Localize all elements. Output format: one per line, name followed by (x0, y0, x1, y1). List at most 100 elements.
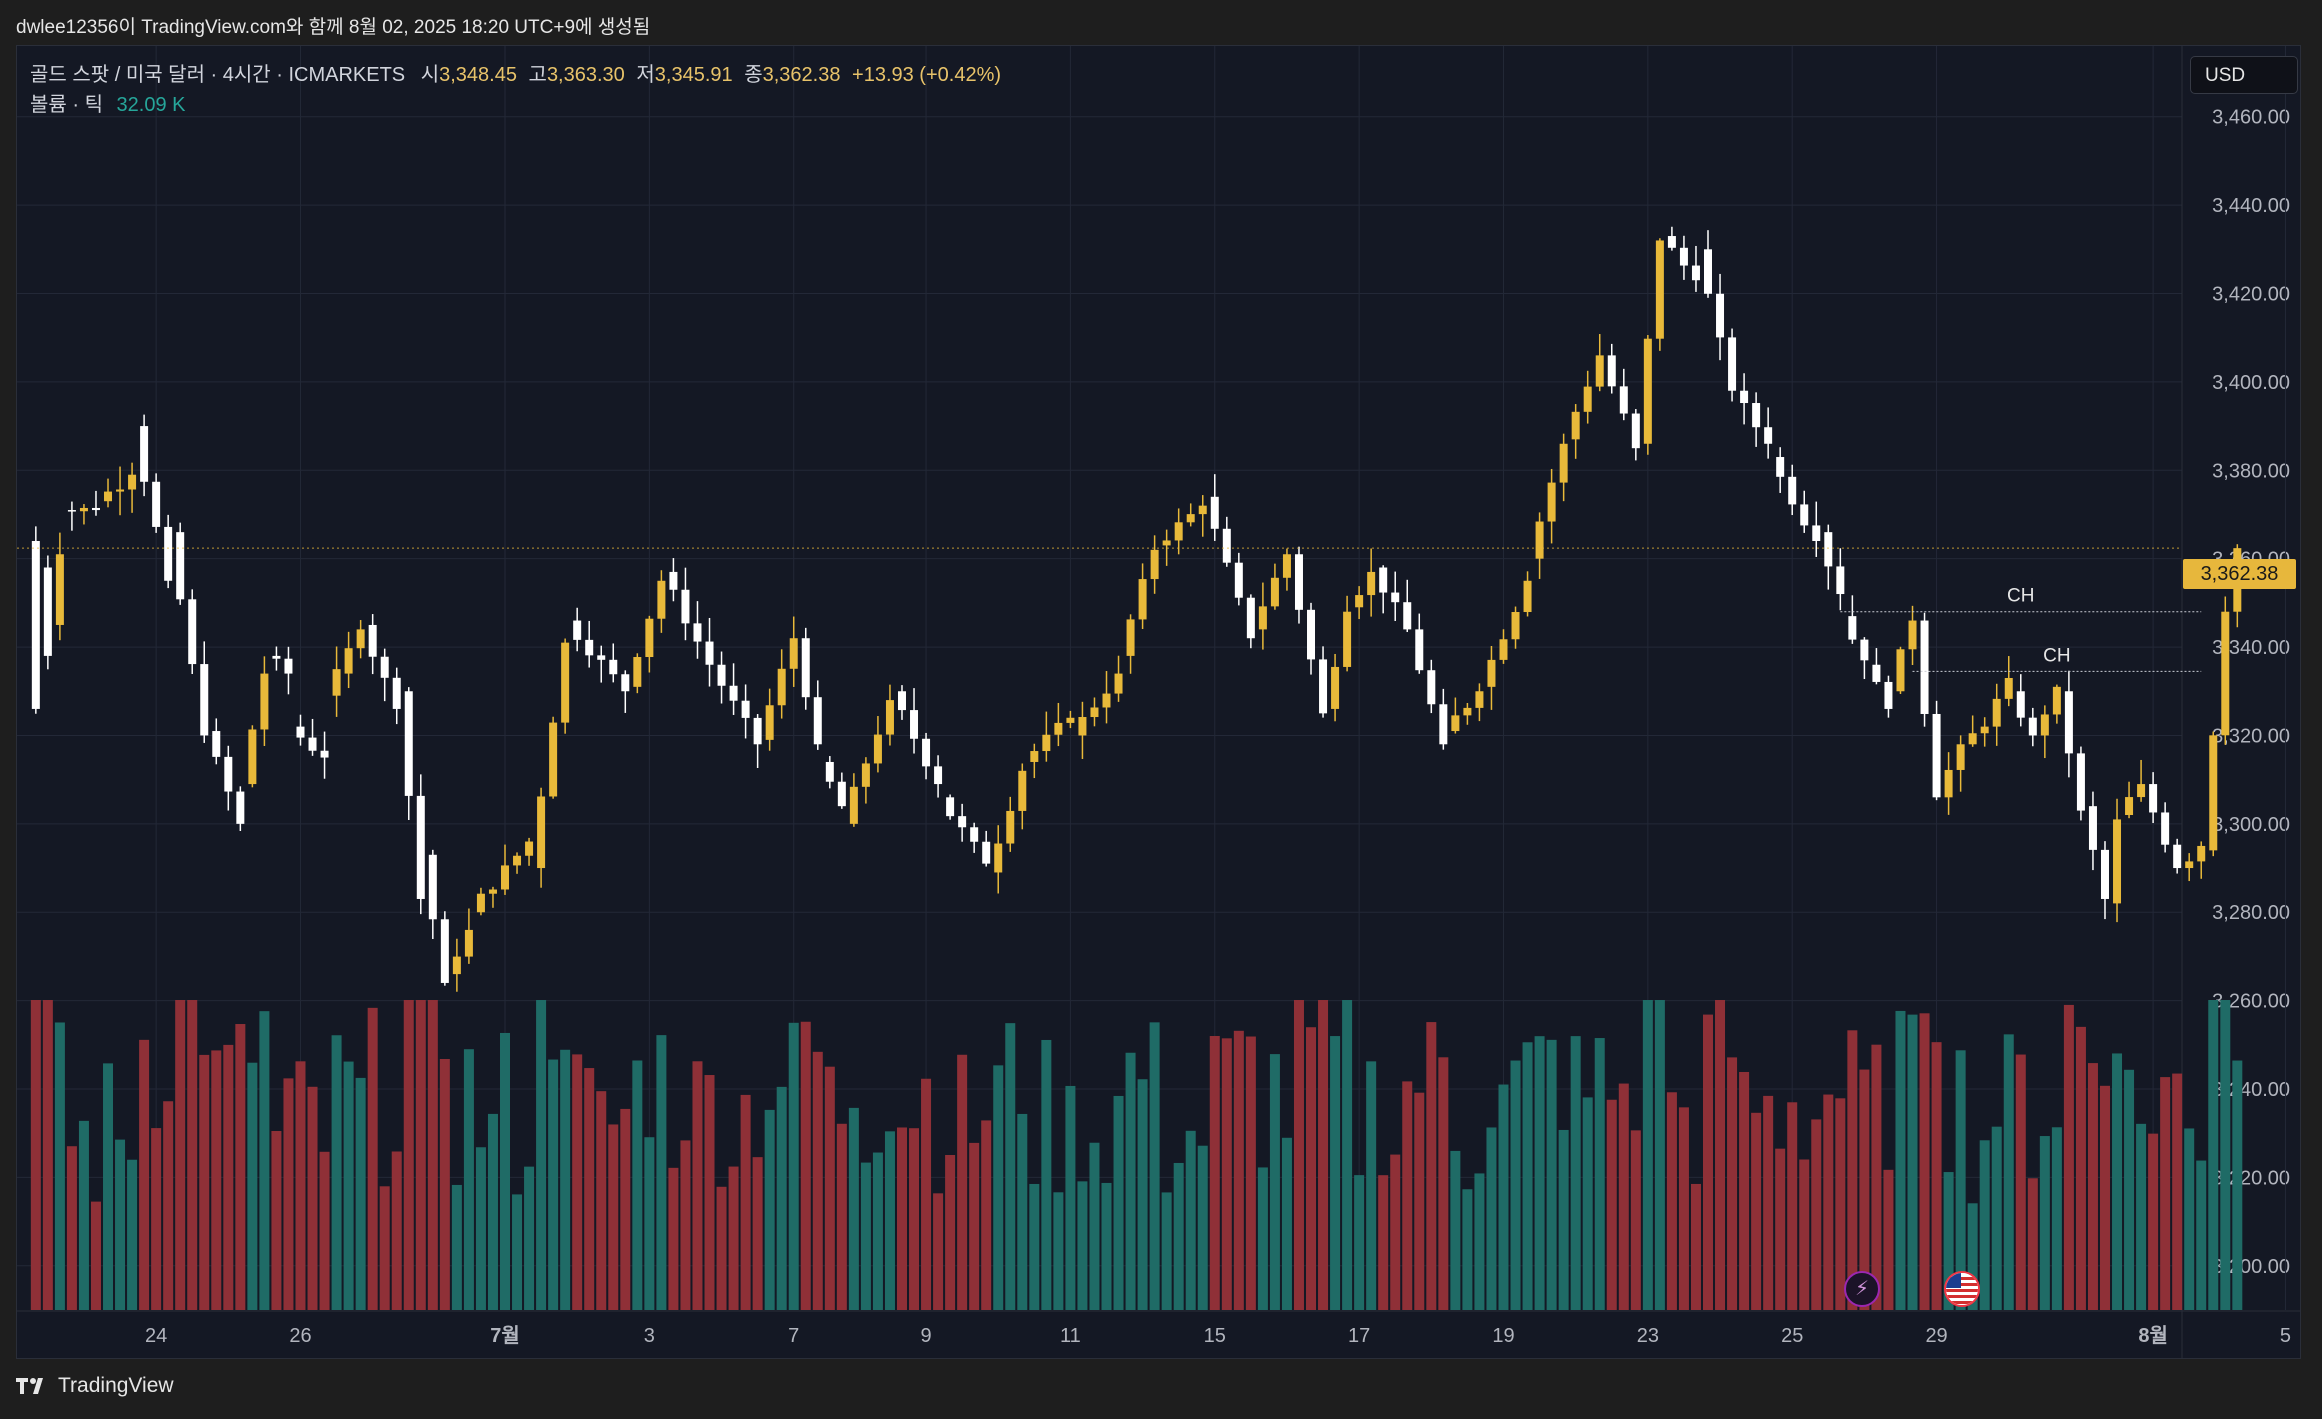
candle-body (200, 664, 209, 736)
volume-bar (283, 1078, 294, 1310)
volume-bar (66, 1146, 77, 1310)
candle-body (1595, 355, 1604, 387)
us-flag-event-icon[interactable] (1944, 1271, 1980, 1307)
candle-body (128, 474, 137, 490)
candle-body (1812, 525, 1821, 541)
volume-bar (1751, 1112, 1762, 1310)
candle-body (537, 796, 546, 869)
candle-body (1691, 265, 1700, 281)
candle-body (922, 738, 931, 767)
volume-bar (1678, 1107, 1689, 1310)
volume-bar (728, 1166, 739, 1310)
volume-bar (1534, 1036, 1545, 1310)
volume-bar (463, 1049, 474, 1310)
volume-bar (632, 1060, 643, 1310)
tradingview-logo[interactable]: TradingView (16, 1374, 174, 1398)
y-tick-label: 3,380.00 (2212, 460, 2290, 482)
volume-bar (2148, 1133, 2159, 1310)
candle-body (645, 618, 654, 658)
candle-body (765, 705, 774, 740)
volume-bar (1438, 1057, 1449, 1310)
volume-bar (824, 1066, 835, 1310)
candle-body (1162, 540, 1171, 546)
candle-body (272, 655, 281, 659)
volume-bar (1546, 1039, 1557, 1310)
volume-bar (42, 1000, 53, 1310)
volume-bar (1221, 1038, 1232, 1310)
candle-body (1547, 482, 1556, 522)
volume-bar (451, 1184, 462, 1310)
volume-bar (1606, 1099, 1617, 1310)
candle-body (2209, 735, 2218, 851)
candle-body (1607, 355, 1616, 387)
volume-bar (2003, 1034, 2014, 1310)
x-tick-label: 9 (920, 1325, 931, 1347)
volume-bar (500, 1032, 510, 1310)
ohlc-legend: 골드 스팟 / 미국 달러 · 4시간 · ICMARKETS 시3,348.4… (30, 60, 1001, 120)
candle-body (777, 668, 786, 706)
candle-body (789, 638, 798, 669)
candle-body (1511, 612, 1520, 640)
candle-body (1884, 681, 1893, 709)
candle-body (1439, 704, 1448, 745)
candle-body (164, 526, 173, 581)
volume-bar (1570, 1036, 1581, 1310)
volume-bar (54, 1022, 65, 1310)
lightning-event-icon[interactable]: ⚡ (1844, 1271, 1880, 1307)
candle-body (717, 664, 726, 686)
volume-bar (1378, 1175, 1389, 1310)
candle-body (1307, 609, 1316, 660)
volume-bar (1366, 1061, 1377, 1310)
candle-body (404, 691, 413, 796)
candle-body (1740, 390, 1749, 404)
candle-body (368, 624, 377, 657)
candle-body (380, 656, 389, 678)
candle-body (1174, 522, 1183, 541)
y-tick-label: 3,300.00 (2212, 814, 2290, 836)
volume-bar (1895, 1010, 1906, 1310)
volume-bar (487, 1113, 498, 1310)
volume-bar (1125, 1052, 1136, 1310)
candle-body (31, 540, 40, 709)
volume-bar (1486, 1127, 1497, 1310)
candle-body (1764, 427, 1773, 444)
volume-bar (2136, 1123, 2147, 1310)
candle-body (501, 865, 509, 890)
volume-bar (788, 1022, 799, 1310)
volume-bar (391, 1151, 402, 1310)
candle-body (452, 956, 461, 975)
candle-body (320, 750, 329, 758)
volume-bar (740, 1094, 751, 1310)
candle-body (236, 791, 245, 824)
volume-bar (78, 1120, 89, 1310)
volume-bar (1715, 1000, 1726, 1310)
volume-bar (764, 1109, 775, 1310)
volume-bar (331, 1035, 342, 1310)
candle-body (248, 729, 257, 785)
volume-bar (524, 1166, 535, 1310)
y-tick-label: 3,400.00 (2212, 372, 2290, 394)
volume-bar (1955, 1050, 1966, 1310)
volume-bar (596, 1091, 607, 1310)
volume-bar (1811, 1119, 1822, 1310)
volume-bar (704, 1075, 715, 1310)
candle-body (152, 481, 161, 527)
volume-bar (656, 1035, 667, 1310)
volume-bar (1642, 1000, 1653, 1310)
candle-body (416, 795, 425, 899)
volume-bar (896, 1127, 907, 1310)
volume-bar (2220, 1000, 2231, 1310)
candle-body (1102, 693, 1111, 708)
currency-button[interactable]: USD (2190, 56, 2298, 94)
volume-bar (139, 1039, 150, 1310)
volume-bar (1847, 1030, 1858, 1310)
candle-body (585, 639, 594, 656)
legend-close-label: 종 (744, 64, 763, 86)
volume-bar (1582, 1097, 1593, 1310)
candle-body (2004, 678, 2013, 699)
candle-body (573, 620, 582, 640)
volume-bar (957, 1054, 968, 1310)
volume-bar (475, 1147, 486, 1310)
volume-bar (2039, 1136, 2050, 1310)
